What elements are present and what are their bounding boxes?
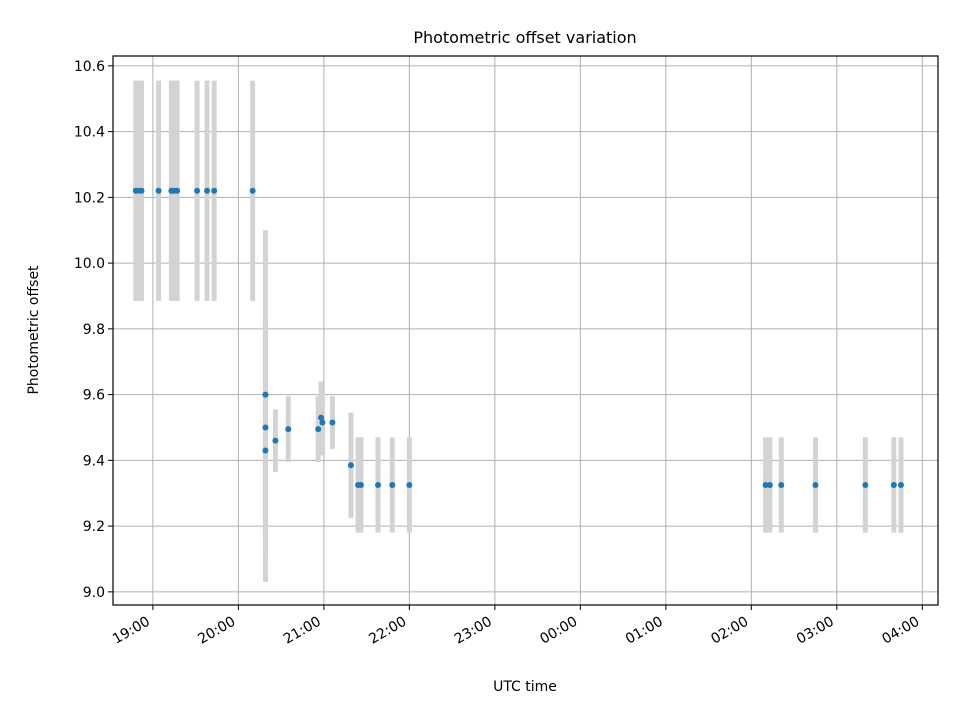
y-tick-label: 10.4 xyxy=(74,125,105,141)
data-point xyxy=(890,482,897,489)
data-point xyxy=(262,391,269,398)
data-point xyxy=(762,482,769,489)
y-tick-label: 10.2 xyxy=(74,190,105,206)
y-axis-label: Photometric offset xyxy=(26,265,42,395)
data-point xyxy=(812,482,819,489)
data-point xyxy=(138,187,145,194)
data-point xyxy=(897,482,904,489)
y-tick-label: 9.6 xyxy=(83,388,105,404)
data-point xyxy=(319,419,326,426)
data-point xyxy=(194,187,201,194)
data-point xyxy=(389,482,396,489)
data-point xyxy=(778,482,785,489)
y-tick-label: 10.0 xyxy=(74,256,105,272)
y-tick-label: 9.4 xyxy=(83,453,105,469)
grid xyxy=(113,56,938,605)
data-point xyxy=(357,482,364,489)
data-point xyxy=(262,424,269,431)
data-point xyxy=(249,187,256,194)
data-point xyxy=(766,482,773,489)
y-axis-ticks: 9.0 9.2 9.4 9.6 9.8 10.0 10.2 10.4 10.6 xyxy=(74,59,113,601)
data-point xyxy=(204,187,211,194)
data-point xyxy=(862,482,869,489)
data-point xyxy=(155,187,162,194)
y-tick-label: 9.2 xyxy=(83,519,105,535)
data-point xyxy=(315,426,322,433)
y-tick-label: 10.6 xyxy=(74,59,105,75)
data-point xyxy=(174,187,181,194)
data-point xyxy=(347,462,354,469)
y-tick-label: 9.0 xyxy=(83,585,105,601)
data-point xyxy=(406,482,413,489)
data-point xyxy=(375,482,382,489)
chart-title: Photometric offset variation xyxy=(413,28,636,47)
plot-frame xyxy=(112,55,939,606)
x-axis-label: UTC time xyxy=(493,679,557,695)
data-point xyxy=(318,414,325,421)
data-point xyxy=(285,426,292,433)
data-points xyxy=(132,187,904,489)
y-tick-label: 9.8 xyxy=(83,322,105,338)
data-point xyxy=(262,447,269,454)
data-point xyxy=(329,419,336,426)
data-point xyxy=(211,187,218,194)
data-point xyxy=(272,437,279,444)
